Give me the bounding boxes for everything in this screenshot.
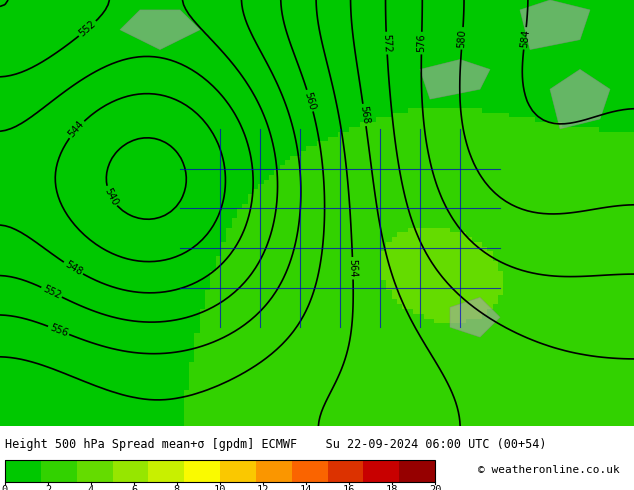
Text: 548: 548 — [63, 259, 84, 277]
Text: 12: 12 — [257, 485, 269, 490]
Bar — [77, 460, 112, 482]
Text: 560: 560 — [302, 90, 318, 111]
Text: 14: 14 — [300, 485, 313, 490]
Text: 584: 584 — [519, 28, 531, 48]
Text: 564: 564 — [347, 259, 358, 278]
Bar — [328, 460, 363, 482]
Bar — [184, 460, 220, 482]
Text: Height 500 hPa Spread mean+σ [gpdm] ECMWF    Su 22-09-2024 06:00 UTC (00+54): Height 500 hPa Spread mean+σ [gpdm] ECMW… — [5, 438, 547, 451]
Bar — [5, 460, 435, 482]
Text: 544: 544 — [67, 119, 86, 140]
Polygon shape — [120, 10, 200, 49]
Polygon shape — [550, 70, 610, 129]
Text: 10: 10 — [214, 485, 226, 490]
Bar — [292, 460, 328, 482]
Text: 20: 20 — [429, 485, 441, 490]
Bar — [112, 460, 148, 482]
Polygon shape — [420, 59, 490, 99]
Text: 552: 552 — [41, 284, 62, 301]
Text: 552: 552 — [77, 19, 98, 39]
Text: © weatheronline.co.uk: © weatheronline.co.uk — [478, 465, 620, 475]
Bar — [41, 460, 77, 482]
Text: 576: 576 — [417, 34, 427, 52]
Bar — [363, 460, 399, 482]
Text: 540: 540 — [102, 186, 119, 207]
Polygon shape — [520, 0, 590, 49]
Text: 572: 572 — [381, 33, 392, 53]
Polygon shape — [450, 297, 500, 337]
Text: 580: 580 — [456, 29, 468, 48]
Text: 0: 0 — [2, 485, 8, 490]
Text: 2: 2 — [45, 485, 51, 490]
Text: 568: 568 — [358, 105, 371, 125]
Bar — [256, 460, 292, 482]
Text: 16: 16 — [343, 485, 355, 490]
Bar — [148, 460, 184, 482]
Text: 18: 18 — [385, 485, 398, 490]
Text: 8: 8 — [174, 485, 180, 490]
Bar — [5, 460, 41, 482]
Bar — [399, 460, 435, 482]
Text: 4: 4 — [88, 485, 94, 490]
Text: 556: 556 — [48, 322, 69, 339]
Bar — [220, 460, 256, 482]
Text: 6: 6 — [131, 485, 137, 490]
